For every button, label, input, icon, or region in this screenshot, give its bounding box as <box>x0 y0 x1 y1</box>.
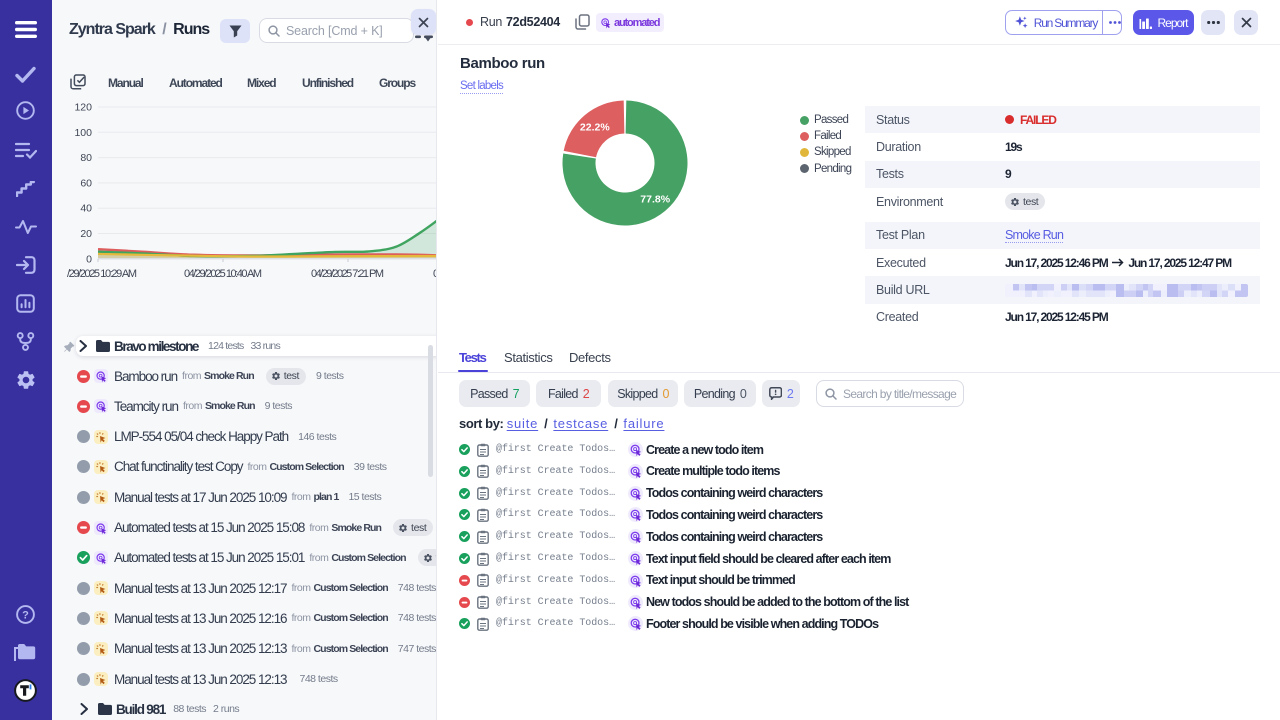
svg-text:?: ? <box>22 609 29 621</box>
svg-text:60: 60 <box>80 177 92 189</box>
svg-text:20: 20 <box>80 228 92 240</box>
svg-text:120: 120 <box>74 102 92 114</box>
svg-text:80: 80 <box>80 152 92 164</box>
svg-text:40: 40 <box>80 203 92 215</box>
svg-text:0: 0 <box>86 253 92 265</box>
svg-text:100: 100 <box>74 127 92 139</box>
svg-text:/29/2025 10:29 AM: /29/2025 10:29 AM <box>67 268 137 280</box>
svg-text:04/2: 04/2 <box>433 268 437 280</box>
svg-text:04/29/2025 10:40 AM: 04/29/2025 10:40 AM <box>184 268 262 280</box>
svg-text:22.2%: 22.2% <box>580 122 610 134</box>
svg-text:04/29/2025 7:21 PM: 04/29/2025 7:21 PM <box>311 268 384 280</box>
svg-text:77.8%: 77.8% <box>640 194 670 206</box>
